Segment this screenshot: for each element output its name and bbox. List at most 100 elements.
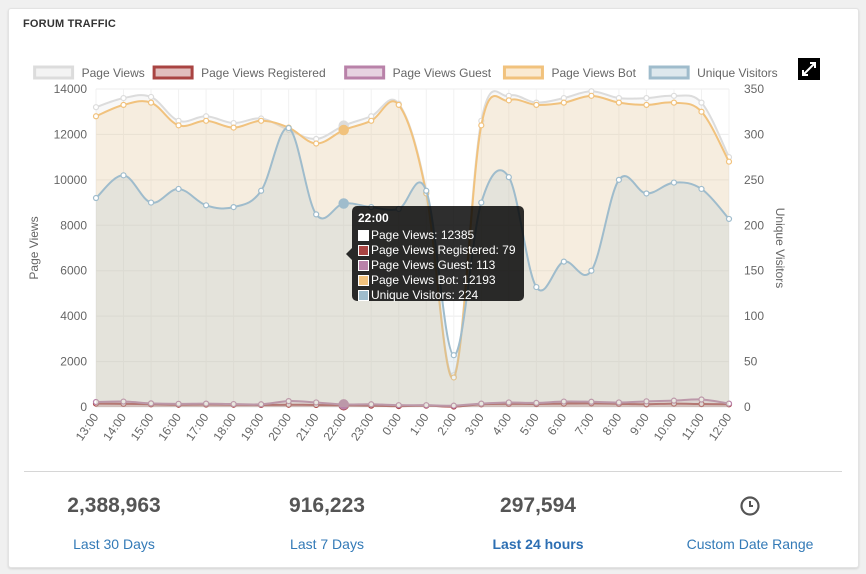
data-point: [313, 140, 320, 147]
y2-tick-label: 50: [744, 355, 758, 369]
data-point: [588, 92, 595, 99]
tooltip-row: Page Views: 12385: [358, 228, 474, 242]
x-tick-label: 15:00: [128, 410, 157, 443]
tooltip-row: Page Views Bot: 12193: [358, 273, 496, 287]
legend-item-unique-visitors: Unique Visitors: [648, 65, 778, 80]
x-tick-label: 22:00: [320, 410, 349, 443]
custom-date-range-link[interactable]: Custom Date Range: [686, 536, 814, 552]
data-point: [533, 101, 540, 109]
x-tick-label: 0:00: [379, 410, 404, 437]
data-point: [202, 202, 210, 209]
data-point: [92, 113, 100, 120]
y2-tick-label: 100: [744, 309, 764, 323]
data-point: [147, 199, 155, 206]
data-point: [175, 400, 182, 407]
legend-item-page-views-registered: Page Views Registered: [152, 65, 326, 80]
divider: [24, 471, 842, 472]
data-point: [230, 400, 237, 408]
data-point: [92, 104, 100, 111]
data-point: [588, 267, 595, 274]
x-tick-label: 17:00: [183, 410, 212, 443]
x-tick-label: 13:00: [73, 410, 102, 443]
data-point: [670, 397, 678, 404]
data-point: [478, 122, 485, 129]
expand-icon: [802, 62, 816, 76]
data-point: [120, 94, 127, 102]
data-point: [202, 117, 210, 124]
tooltip-title: 22:00: [358, 211, 389, 225]
x-tick-label: 12:00: [706, 410, 735, 443]
y-tick-label: 10000: [54, 173, 88, 187]
data-point: [313, 399, 320, 406]
data-point: [643, 101, 650, 109]
data-point: [450, 402, 457, 409]
data-point: [175, 185, 182, 193]
data-point: [120, 172, 127, 179]
legend-label: Page Views: [82, 66, 145, 80]
series-line-unique-visitors: [95, 127, 730, 357]
x-tick-label: 18:00: [210, 410, 239, 443]
data-point: [615, 176, 623, 183]
data-point: [698, 396, 705, 403]
data-point: [202, 400, 210, 407]
x-tick-label: 14:00: [100, 410, 129, 443]
data-point: [505, 399, 512, 406]
data-point: [478, 400, 485, 407]
legend-swatch: [344, 65, 386, 80]
stat-last-24-hours: 297,594 Last 24 hours: [438, 491, 638, 552]
expand-button[interactable]: [798, 58, 820, 80]
last-7-days-link[interactable]: Last 7 Days: [290, 536, 364, 552]
tooltip-row: Unique Visitors: 224: [358, 288, 478, 302]
legend-label: Page Views Guest: [393, 66, 492, 80]
last-30-days-link[interactable]: Last 30 Days: [73, 536, 155, 552]
data-point: [147, 400, 155, 407]
data-point: [725, 215, 733, 223]
data-point: [395, 402, 402, 409]
stat-value: 297,594: [500, 494, 576, 517]
last-24-hours-link[interactable]: Last 24 hours: [492, 536, 584, 552]
y2-axis-title: Unique Visitors: [773, 208, 787, 288]
data-point: [338, 399, 349, 410]
y-tick-label: 6000: [60, 264, 87, 278]
stat-value: 2,388,963: [67, 494, 161, 517]
data-point: [588, 398, 595, 405]
data-point: [313, 211, 320, 218]
y-tick-label: 8000: [60, 218, 87, 232]
data-point: [725, 400, 733, 407]
x-tick-label: 9:00: [627, 410, 652, 437]
data-point: [698, 108, 705, 115]
tooltip-row: Page Views Guest: 113: [358, 258, 495, 272]
data-point: [368, 117, 375, 124]
x-tick-label: 19:00: [238, 410, 267, 443]
forum-traffic-panel: FORUM TRAFFIC 0 2000 4000 6000 8000 10000 1200…: [8, 8, 859, 568]
legend-swatch: [648, 65, 690, 80]
data-point: [258, 117, 265, 124]
data-point: [120, 398, 127, 405]
data-point: [230, 124, 237, 131]
data-point: [505, 97, 512, 104]
x-tick-label: 21:00: [293, 410, 322, 443]
data-point: [423, 187, 430, 194]
data-point: [643, 398, 650, 405]
x-tick-label: 11:00: [679, 410, 707, 442]
legend-label: Page Views Bot: [551, 66, 636, 80]
y-axis-title: Page Views: [27, 216, 41, 279]
data-point: [423, 402, 430, 409]
data-point: [230, 204, 237, 211]
data-point: [147, 93, 155, 101]
x-tick-label: 20:00: [265, 410, 294, 443]
data-point: [258, 401, 265, 408]
x-tick-label: 4:00: [489, 410, 514, 437]
data-point: [615, 99, 623, 106]
data-point: [670, 179, 678, 186]
data-point: [505, 174, 512, 181]
data-point: [338, 198, 349, 209]
x-tick-label: 7:00: [572, 410, 597, 437]
legend-item-page-views-guest: Page Views Guest: [344, 65, 492, 80]
data-point: [395, 101, 402, 109]
data-point: [643, 94, 650, 102]
data-point: [670, 92, 678, 99]
tooltip-swatch: [358, 245, 369, 256]
data-point: [533, 283, 540, 291]
legend-swatch: [152, 65, 194, 80]
